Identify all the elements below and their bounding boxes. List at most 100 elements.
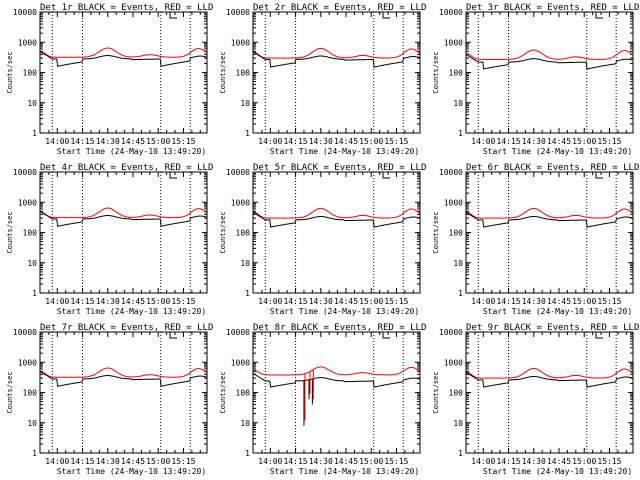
panel-title: Det 1r BLACK = Events, RED = LLD — [40, 3, 213, 13]
y-tick-label: 1000 — [444, 38, 463, 47]
x-axis-label: Start Time (24-May-10 13:49:20) — [270, 147, 419, 156]
x-tick-label: 14:30 — [309, 137, 333, 146]
legend-marker — [595, 332, 603, 339]
events-series-line — [39, 370, 207, 387]
y-tick-label: 10 — [240, 259, 250, 268]
x-tick-label: 14:45 — [547, 457, 571, 466]
y-tick-label: 10000 — [13, 328, 37, 337]
x-tick-label: 14:00 — [471, 457, 495, 466]
legend-marker — [595, 172, 603, 179]
x-tick-label: 15:15 — [171, 457, 195, 466]
y-tick-label: 100 — [236, 69, 251, 78]
y-tick-label: 10000 — [226, 328, 250, 337]
x-tick-label: 14:30 — [309, 457, 333, 466]
plot-frame — [252, 331, 421, 454]
y-tick-label: 1 — [245, 129, 250, 138]
events-series-line — [252, 51, 420, 68]
x-tick-label: 14:15 — [497, 457, 521, 466]
x-axis-label: Start Time (24-May-10 13:49:20) — [57, 307, 206, 316]
y-tick-label: 10000 — [13, 8, 37, 17]
x-axis-label: Start Time (24-May-10 13:49:20) — [57, 147, 206, 156]
y-tick-label: 1000 — [18, 38, 37, 47]
y-tick-label: 1000 — [444, 198, 463, 207]
events-series-line — [39, 210, 207, 227]
panel-title: Det 7r BLACK = Events, RED = LLD — [40, 323, 213, 333]
x-tick-label: 14:00 — [258, 297, 282, 306]
panel-title: Det 8r BLACK = Events, RED = LLD — [253, 323, 426, 333]
y-tick-label: 10 — [240, 99, 250, 108]
x-tick-label: 14:45 — [547, 297, 571, 306]
plot-frame — [39, 171, 208, 294]
x-tick-label: 14:00 — [258, 137, 282, 146]
plot-frame — [252, 171, 421, 294]
x-tick-label: 14:15 — [284, 137, 308, 146]
y-tick-label: 10 — [453, 259, 463, 268]
events-series-line — [465, 371, 633, 388]
legend-marker — [169, 172, 177, 179]
lld-series-line — [466, 207, 633, 219]
y-tick-label: 100 — [449, 69, 464, 78]
x-tick-label: 15:00 — [572, 457, 596, 466]
lld-series-line — [253, 366, 420, 376]
y-tick-label: 10 — [27, 419, 37, 428]
legend-marker — [382, 12, 390, 19]
x-tick-label: 14:15 — [497, 137, 521, 146]
plot-frame — [39, 11, 208, 134]
y-tick-label: 1 — [458, 449, 463, 458]
x-tick-label: 14:15 — [71, 457, 95, 466]
y-tick-label: 100 — [449, 229, 464, 238]
x-tick-label: 15:15 — [171, 297, 195, 306]
y-tick-label: 1000 — [231, 198, 250, 207]
events-series-line — [465, 53, 633, 70]
panel-title: Det 4r BLACK = Events, RED = LLD — [40, 163, 213, 173]
y-axis-label: Counts/sec — [219, 371, 227, 413]
x-tick-label: 14:45 — [121, 297, 145, 306]
plot-frame — [39, 331, 208, 454]
y-tick-label: 1000 — [18, 198, 37, 207]
y-tick-label: 100 — [23, 229, 38, 238]
y-tick-label: 100 — [449, 389, 464, 398]
lld-series-line — [466, 49, 633, 60]
x-tick-label: 15:15 — [597, 457, 621, 466]
y-tick-label: 1 — [458, 289, 463, 298]
x-tick-label: 15:00 — [146, 137, 170, 146]
lld-series-line — [253, 47, 420, 59]
y-tick-label: 10 — [453, 99, 463, 108]
panel-title: Det 2r BLACK = Events, RED = LLD — [253, 3, 426, 13]
events-series-line — [252, 372, 420, 388]
x-tick-label: 15:15 — [171, 137, 195, 146]
y-tick-label: 10000 — [13, 168, 37, 177]
panel-title: Det 6r BLACK = Events, RED = LLD — [466, 163, 639, 173]
y-tick-label: 10000 — [439, 168, 463, 177]
y-axis-label: Counts/sec — [432, 211, 440, 253]
x-tick-label: 14:15 — [284, 457, 308, 466]
events-series-line — [39, 50, 207, 67]
x-tick-label: 14:15 — [71, 297, 95, 306]
y-axis-label: Counts/sec — [6, 51, 14, 93]
y-tick-label: 1 — [32, 289, 37, 298]
x-tick-label: 14:00 — [471, 297, 495, 306]
x-tick-label: 14:00 — [45, 137, 69, 146]
plot-frame — [465, 331, 634, 454]
y-tick-label: 10 — [240, 419, 250, 428]
y-tick-label: 100 — [236, 389, 251, 398]
x-tick-label: 14:30 — [96, 457, 120, 466]
lld-series-line — [40, 207, 207, 219]
legend-marker — [595, 12, 603, 19]
x-axis-label: Start Time (24-May-10 13:49:20) — [483, 307, 632, 316]
x-axis-label: Start Time (24-May-10 13:49:20) — [483, 147, 632, 156]
panel-title: Det 3r BLACK = Events, RED = LLD — [466, 3, 639, 13]
y-tick-label: 100 — [23, 389, 38, 398]
events-series-line — [465, 211, 633, 228]
plot-frame — [465, 11, 634, 134]
y-tick-label: 10 — [453, 419, 463, 428]
x-tick-label: 14:30 — [522, 137, 546, 146]
plot-frame — [465, 171, 634, 294]
y-tick-label: 1 — [245, 289, 250, 298]
x-tick-label: 15:15 — [597, 297, 621, 306]
